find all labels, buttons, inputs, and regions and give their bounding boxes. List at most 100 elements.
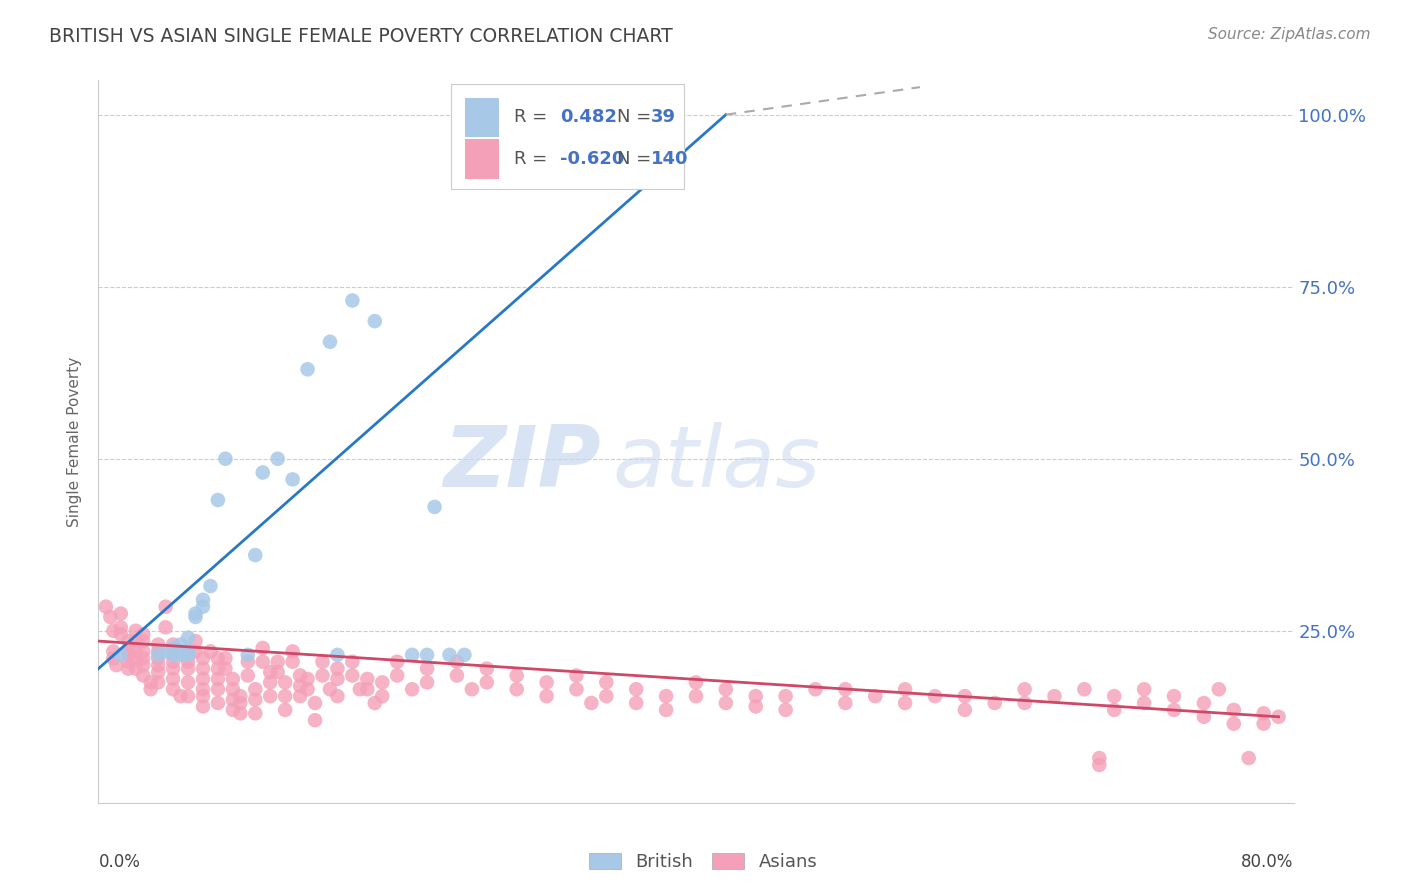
- Point: [274, 689, 297, 703]
- Point: [1104, 703, 1126, 717]
- Point: [326, 662, 349, 676]
- Point: [191, 672, 214, 686]
- Point: [484, 128, 506, 143]
- Point: [177, 644, 200, 658]
- Text: N =: N =: [617, 151, 651, 169]
- Point: [297, 682, 319, 697]
- Point: [214, 451, 236, 466]
- Point: [162, 672, 184, 686]
- Point: [953, 689, 976, 703]
- Point: [565, 682, 588, 697]
- Point: [184, 607, 207, 621]
- Point: [184, 634, 207, 648]
- Point: [207, 493, 229, 508]
- Text: 0.482: 0.482: [560, 109, 617, 127]
- Point: [125, 651, 148, 665]
- Point: [191, 689, 214, 703]
- Point: [214, 662, 236, 676]
- Point: [110, 620, 132, 634]
- Point: [288, 679, 311, 693]
- Point: [207, 651, 229, 665]
- Point: [200, 579, 222, 593]
- Point: [1253, 716, 1275, 731]
- Point: [1163, 689, 1185, 703]
- Point: [148, 658, 170, 673]
- Point: [565, 668, 588, 682]
- Point: [1192, 696, 1215, 710]
- Point: [685, 689, 707, 703]
- Point: [214, 651, 236, 665]
- Point: [1223, 716, 1246, 731]
- Point: [894, 696, 917, 710]
- Point: [139, 682, 162, 697]
- Point: [371, 689, 394, 703]
- Point: [416, 662, 439, 676]
- Point: [155, 620, 177, 634]
- Point: [1267, 710, 1289, 724]
- Point: [236, 655, 259, 669]
- Point: [655, 689, 678, 703]
- Point: [319, 682, 342, 697]
- Point: [252, 655, 274, 669]
- Point: [103, 644, 125, 658]
- Point: [103, 624, 125, 638]
- Point: [319, 334, 342, 349]
- Point: [1014, 682, 1036, 697]
- Point: [191, 662, 214, 676]
- Point: [1088, 758, 1111, 772]
- Point: [834, 682, 856, 697]
- Point: [543, 128, 565, 143]
- Bar: [465, 97, 499, 137]
- Point: [595, 689, 617, 703]
- Point: [297, 362, 319, 376]
- Point: [245, 548, 267, 562]
- Text: BRITISH VS ASIAN SINGLE FEMALE POVERTY CORRELATION CHART: BRITISH VS ASIAN SINGLE FEMALE POVERTY C…: [49, 27, 673, 45]
- Point: [416, 675, 439, 690]
- Text: -0.620: -0.620: [560, 151, 624, 169]
- Point: [103, 651, 125, 665]
- Point: [259, 675, 281, 690]
- Point: [117, 662, 139, 676]
- Point: [714, 682, 737, 697]
- Point: [446, 655, 468, 669]
- Point: [342, 668, 364, 682]
- Point: [475, 675, 498, 690]
- Point: [311, 655, 333, 669]
- Point: [259, 689, 281, 703]
- Point: [267, 665, 290, 679]
- Point: [342, 655, 364, 669]
- Text: atlas: atlas: [613, 422, 820, 505]
- Point: [148, 675, 170, 690]
- Point: [1237, 751, 1260, 765]
- Point: [401, 648, 423, 662]
- Point: [274, 703, 297, 717]
- Point: [259, 665, 281, 679]
- Point: [423, 500, 446, 514]
- Point: [177, 675, 200, 690]
- Point: [1163, 703, 1185, 717]
- Point: [1043, 689, 1066, 703]
- Point: [385, 668, 409, 682]
- Point: [191, 682, 214, 697]
- Point: [177, 644, 200, 658]
- Point: [439, 648, 461, 662]
- Legend: British, Asians: British, Asians: [582, 846, 824, 879]
- Point: [222, 692, 245, 706]
- Point: [125, 644, 148, 658]
- Point: [169, 638, 191, 652]
- Point: [236, 648, 259, 662]
- Point: [132, 644, 155, 658]
- Point: [132, 658, 155, 673]
- Point: [581, 696, 603, 710]
- Text: 140: 140: [651, 151, 688, 169]
- Point: [177, 631, 200, 645]
- Point: [117, 655, 139, 669]
- Point: [356, 672, 378, 686]
- Text: Source: ZipAtlas.com: Source: ZipAtlas.com: [1208, 27, 1371, 42]
- Point: [572, 128, 595, 143]
- Point: [162, 638, 184, 652]
- Point: [110, 627, 132, 641]
- Point: [506, 682, 529, 697]
- Point: [1133, 696, 1156, 710]
- Point: [326, 648, 349, 662]
